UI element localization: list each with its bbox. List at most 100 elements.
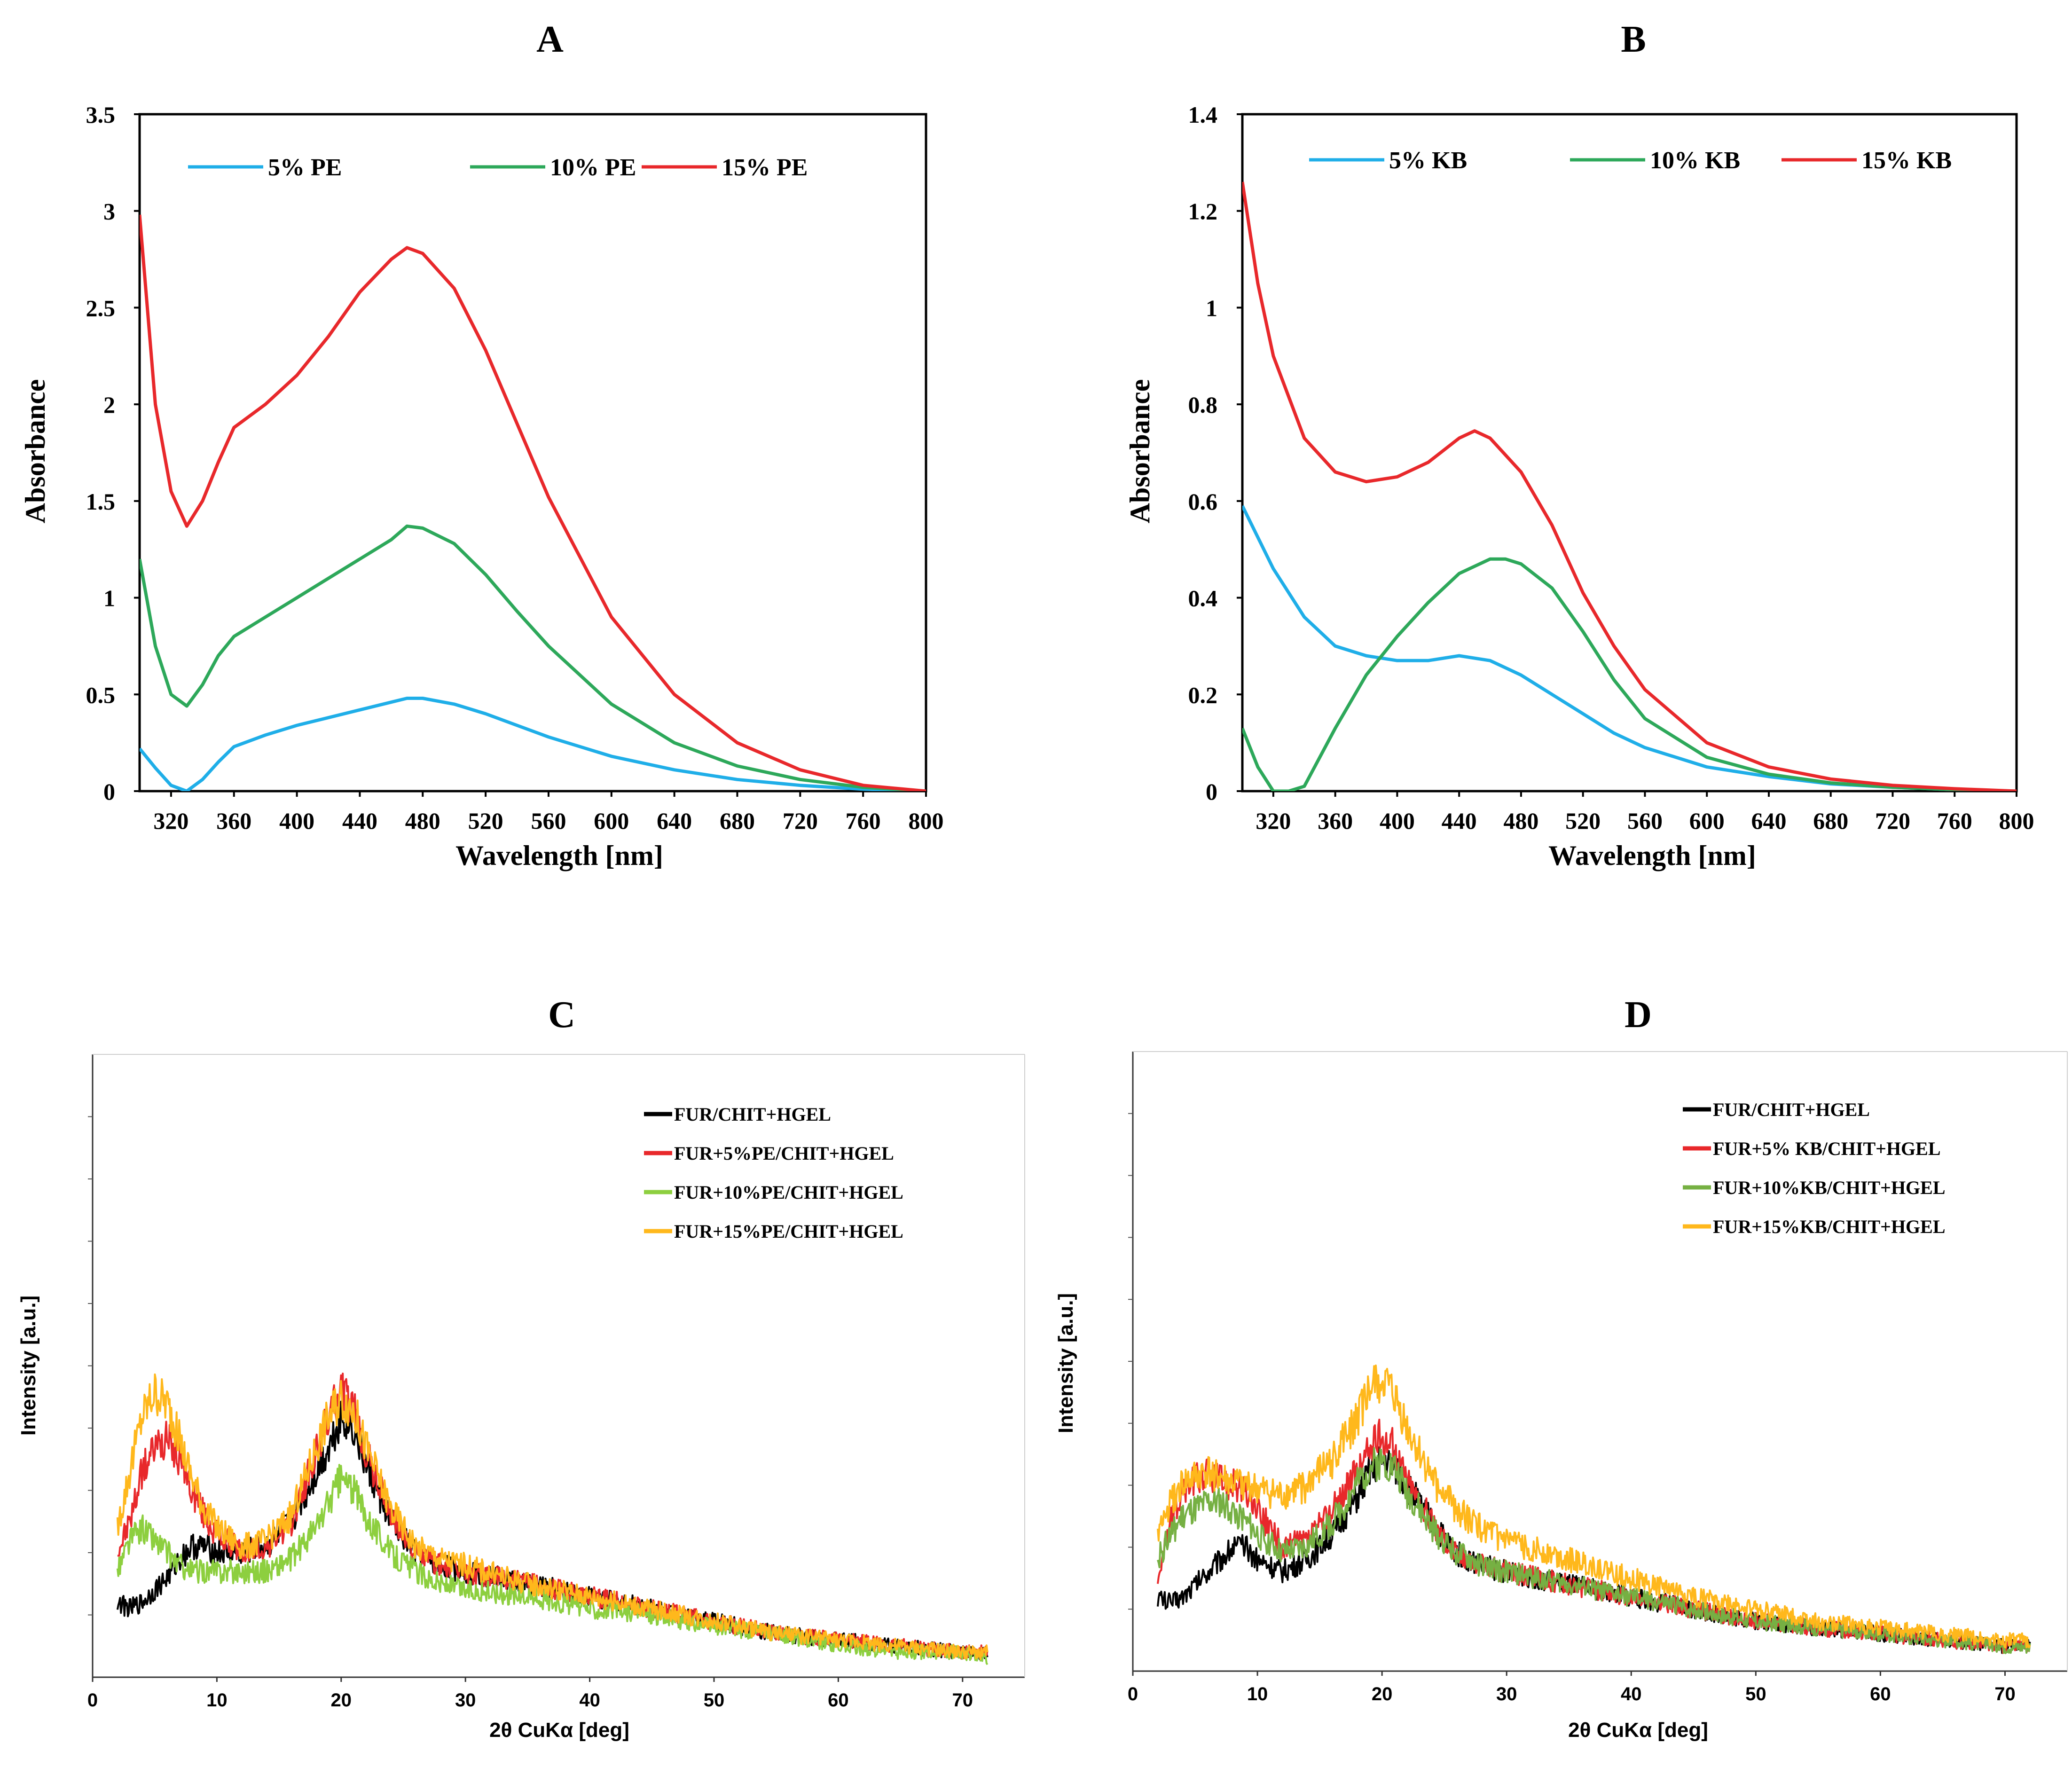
legend-label-1: FUR/CHIT+HGEL xyxy=(674,1104,831,1125)
x-tick-label: 680 xyxy=(720,808,755,834)
series-line-2 xyxy=(1242,557,2017,791)
x-tick-label: 520 xyxy=(468,808,503,834)
y-tick-label: 0.6 xyxy=(1188,488,1218,515)
x-tick-label: 360 xyxy=(1318,808,1353,834)
y-tick-label: 3.5 xyxy=(86,102,116,128)
chart-panel-D: D 0 10 20 30 40 50 60 70 2θ CuKα [deg] Intensity [… xyxy=(1054,994,2068,1742)
panel-label-B: B xyxy=(1621,19,1646,60)
y-tick-label: 1.5 xyxy=(86,488,116,515)
x-tick-label: 20 xyxy=(331,1690,352,1711)
x-tick-label: 70 xyxy=(952,1690,973,1711)
series-line-4 xyxy=(1157,1364,2031,1649)
legend-label-3: FUR+10%PE/CHIT+HGEL xyxy=(674,1182,903,1203)
y-tick-label: 0.4 xyxy=(1188,585,1218,612)
x-tick-label: 440 xyxy=(342,808,377,834)
x-tick-label: 70 xyxy=(1994,1684,2016,1704)
panel-label-A: A xyxy=(536,19,564,60)
chart-panel-A: A 0 0.5 1 1.5 2 2.5 3 3.5 320 360 400 440 480 520 560 60… xyxy=(20,19,944,871)
x-tick-label: 320 xyxy=(1256,808,1291,834)
x-tick-label: 720 xyxy=(783,808,818,834)
y-tick-label: 0.8 xyxy=(1188,392,1218,418)
legend-label-3: FUR+10%KB/CHIT+HGEL xyxy=(1713,1177,1946,1198)
chart-panel-C: C 0 10 20 30 40 50 60 70 2θ CuKα [deg] Intensity [… xyxy=(17,994,1025,1742)
x-tick-label: 10 xyxy=(206,1690,228,1711)
legend-label-2: FUR+5%PE/CHIT+HGEL xyxy=(674,1143,894,1164)
plot-frame xyxy=(1241,113,2018,793)
x-tick-label: 320 xyxy=(153,808,188,834)
x-tick-label: 60 xyxy=(1870,1684,1891,1704)
x-tick-label: 360 xyxy=(216,808,251,834)
legend-label-1: 5% PE xyxy=(268,154,342,181)
x-tick-label: 400 xyxy=(1380,808,1415,834)
x-tick-label: 30 xyxy=(455,1690,476,1711)
x-tick-label: 560 xyxy=(1627,808,1663,834)
y-tick-label: 1.2 xyxy=(1188,198,1218,225)
series-line-3 xyxy=(116,1464,989,1665)
y-tick-label: 2 xyxy=(103,392,115,418)
panel-label-D: D xyxy=(1625,994,1652,1036)
x-tick-label: 30 xyxy=(1496,1684,1517,1704)
y-tick-label: 0 xyxy=(103,778,115,805)
y-axis-label: Absorbance xyxy=(1124,379,1155,524)
series-line-4 xyxy=(116,1373,989,1660)
series-line-2 xyxy=(140,524,926,791)
series-line-3 xyxy=(140,214,926,791)
series-line-1 xyxy=(140,697,926,791)
x-axis-label: 2θ CuKα [deg] xyxy=(489,1719,629,1742)
x-tick-label: 480 xyxy=(405,808,440,834)
x-tick-label: 60 xyxy=(828,1690,849,1711)
chart-panel-B: B 0 0.2 0.4 0.6 0.8 1 1.2 1.4 320 360 400 440 480 520 5… xyxy=(1124,19,2034,871)
x-tick-label: 40 xyxy=(1621,1684,1642,1704)
legend-label-2: FUR+5% KB/CHIT+HGEL xyxy=(1713,1138,1941,1159)
series-line-3 xyxy=(1242,181,2017,791)
y-tick-label: 0.5 xyxy=(86,682,116,708)
x-tick-label: 20 xyxy=(1372,1684,1393,1704)
y-tick-label: 1 xyxy=(103,585,115,612)
x-tick-label: 640 xyxy=(657,808,692,834)
x-tick-label: 760 xyxy=(1937,808,1972,834)
x-axis-label: Wavelength [nm] xyxy=(1548,840,1756,871)
x-tick-label: 720 xyxy=(1875,808,1910,834)
x-tick-label: 680 xyxy=(1813,808,1848,834)
legend-label-3: 15% KB xyxy=(1861,147,1952,174)
legend-label-2: 10% KB xyxy=(1650,147,1740,174)
plot-frame xyxy=(138,113,927,793)
x-tick-label: 400 xyxy=(279,808,314,834)
x-tick-label: 50 xyxy=(704,1690,725,1711)
y-tick-label: 1 xyxy=(1206,295,1217,321)
legend-label-4: FUR+15%KB/CHIT+HGEL xyxy=(1713,1216,1946,1237)
y-axis-label: Intensity [a.u.] xyxy=(1054,1293,1077,1433)
y-tick-label: 0 xyxy=(1206,778,1217,805)
panel-label-C: C xyxy=(548,994,575,1036)
y-tick-label: 0.2 xyxy=(1188,682,1218,708)
x-tick-label: 10 xyxy=(1247,1684,1268,1704)
legend-label-3: 15% PE xyxy=(722,154,808,181)
y-tick-label: 2.5 xyxy=(86,295,116,321)
x-tick-label: 800 xyxy=(909,808,944,834)
y-tick-label: 3 xyxy=(103,198,115,225)
x-tick-label: 520 xyxy=(1565,808,1601,834)
x-tick-label: 600 xyxy=(594,808,629,834)
x-tick-label: 800 xyxy=(1999,808,2034,834)
legend-label-1: FUR/CHIT+HGEL xyxy=(1713,1099,1870,1120)
x-tick-label: 440 xyxy=(1442,808,1477,834)
x-tick-label: 40 xyxy=(579,1690,600,1711)
x-tick-label: 560 xyxy=(531,808,566,834)
y-axis-label: Absorbance xyxy=(20,379,51,524)
x-tick-label: 600 xyxy=(1689,808,1725,834)
legend-label-2: 10% PE xyxy=(550,154,636,181)
x-tick-label: 480 xyxy=(1503,808,1538,834)
x-axis-label: 2θ CuKα [deg] xyxy=(1568,1719,1708,1742)
legend-label-4: FUR+15%PE/CHIT+HGEL xyxy=(674,1221,903,1242)
x-tick-label: 640 xyxy=(1751,808,1786,834)
x-axis-label: Wavelength [nm] xyxy=(455,840,663,871)
legend-label-1: 5% KB xyxy=(1389,147,1467,174)
x-tick-label: 50 xyxy=(1745,1684,1766,1704)
y-tick-label: 1.4 xyxy=(1188,102,1218,128)
x-tick-label: 0 xyxy=(1128,1684,1138,1704)
y-axis-label: Intensity [a.u.] xyxy=(17,1296,40,1436)
x-tick-label: 0 xyxy=(87,1690,98,1711)
x-tick-label: 760 xyxy=(846,808,881,834)
